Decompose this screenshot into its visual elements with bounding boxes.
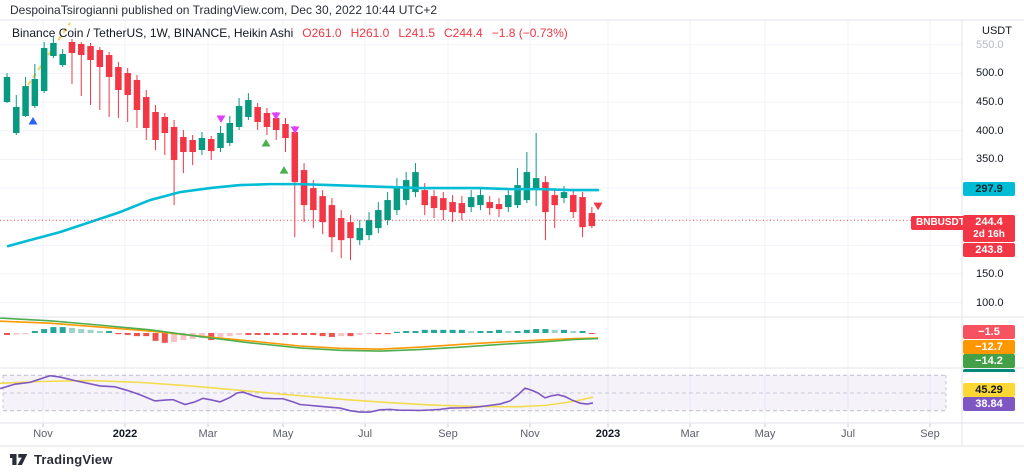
time-tick-label: Sep <box>438 428 458 440</box>
tradingview-logo-icon <box>10 454 28 465</box>
price-tick-label: 500.0 <box>976 67 1004 80</box>
tradingview-logo-text: TradingView <box>34 451 113 467</box>
time-tick-label: Mar <box>198 428 218 440</box>
macd-line-badge: −12.7 <box>963 339 1015 354</box>
legend-change: −1.8 (−0.73%) <box>491 26 568 40</box>
macd-histogram-badge: −1.5 <box>963 325 1015 339</box>
tradingview-logo[interactable]: TradingView <box>10 451 113 467</box>
price-tick-label: 350.0 <box>976 153 1004 166</box>
time-tick-label: Jul <box>840 428 856 440</box>
legend-open: O261.0 <box>302 26 342 40</box>
price-tick-label: 550.0 <box>976 38 1004 51</box>
time-tick-label: Jul <box>357 428 373 440</box>
legend-symbol[interactable]: Binance Coin / TetherUS, 1W, BINANCE, He… <box>12 26 294 40</box>
time-tick-label: May <box>272 428 294 440</box>
last-price-badge: 244.4 2d 16h <box>963 215 1015 242</box>
legend-high: H261.0 <box>350 26 390 40</box>
bar-countdown: 2d 16h <box>973 229 1005 240</box>
price-tick-label: 100.0 <box>976 296 1004 309</box>
time-tick-label: 2022 <box>112 428 138 440</box>
time-tick-label: May <box>754 428 776 440</box>
macd-signal-badge: −14.2 <box>963 354 1015 368</box>
price-line-badge: 243.8 <box>963 243 1015 257</box>
ma-value-badge: 297.9 <box>963 182 1015 196</box>
macd-partial-badge <box>963 368 1015 372</box>
time-tick-label: Nov <box>520 428 540 440</box>
legend-close: C244.4 <box>444 26 483 40</box>
price-tick-label: 150.0 <box>976 268 1004 281</box>
price-tick-label: 450.0 <box>976 96 1004 109</box>
price-axis-currency: USDT <box>982 25 1012 37</box>
time-tick-label: Mar <box>680 428 700 440</box>
time-tick-label: 2023 <box>595 428 621 440</box>
rsi-ma-badge: 45.29 <box>963 383 1015 397</box>
last-price-value: 244.4 <box>975 216 1003 228</box>
legend-low: L241.5 <box>398 26 436 40</box>
price-tick-label: 400.0 <box>976 124 1004 137</box>
time-tick-label: Sep <box>920 428 940 440</box>
rsi-value-badge: 38.84 <box>963 397 1015 411</box>
publish-watermark: DespoinaTsirogianni published on Trading… <box>10 3 438 17</box>
symbol-price-label: BNBUSDT <box>911 216 970 230</box>
time-tick-label: Nov <box>33 428 53 440</box>
chart-legend[interactable]: Binance Coin / TetherUS, 1W, BINANCE, He… <box>12 26 568 40</box>
